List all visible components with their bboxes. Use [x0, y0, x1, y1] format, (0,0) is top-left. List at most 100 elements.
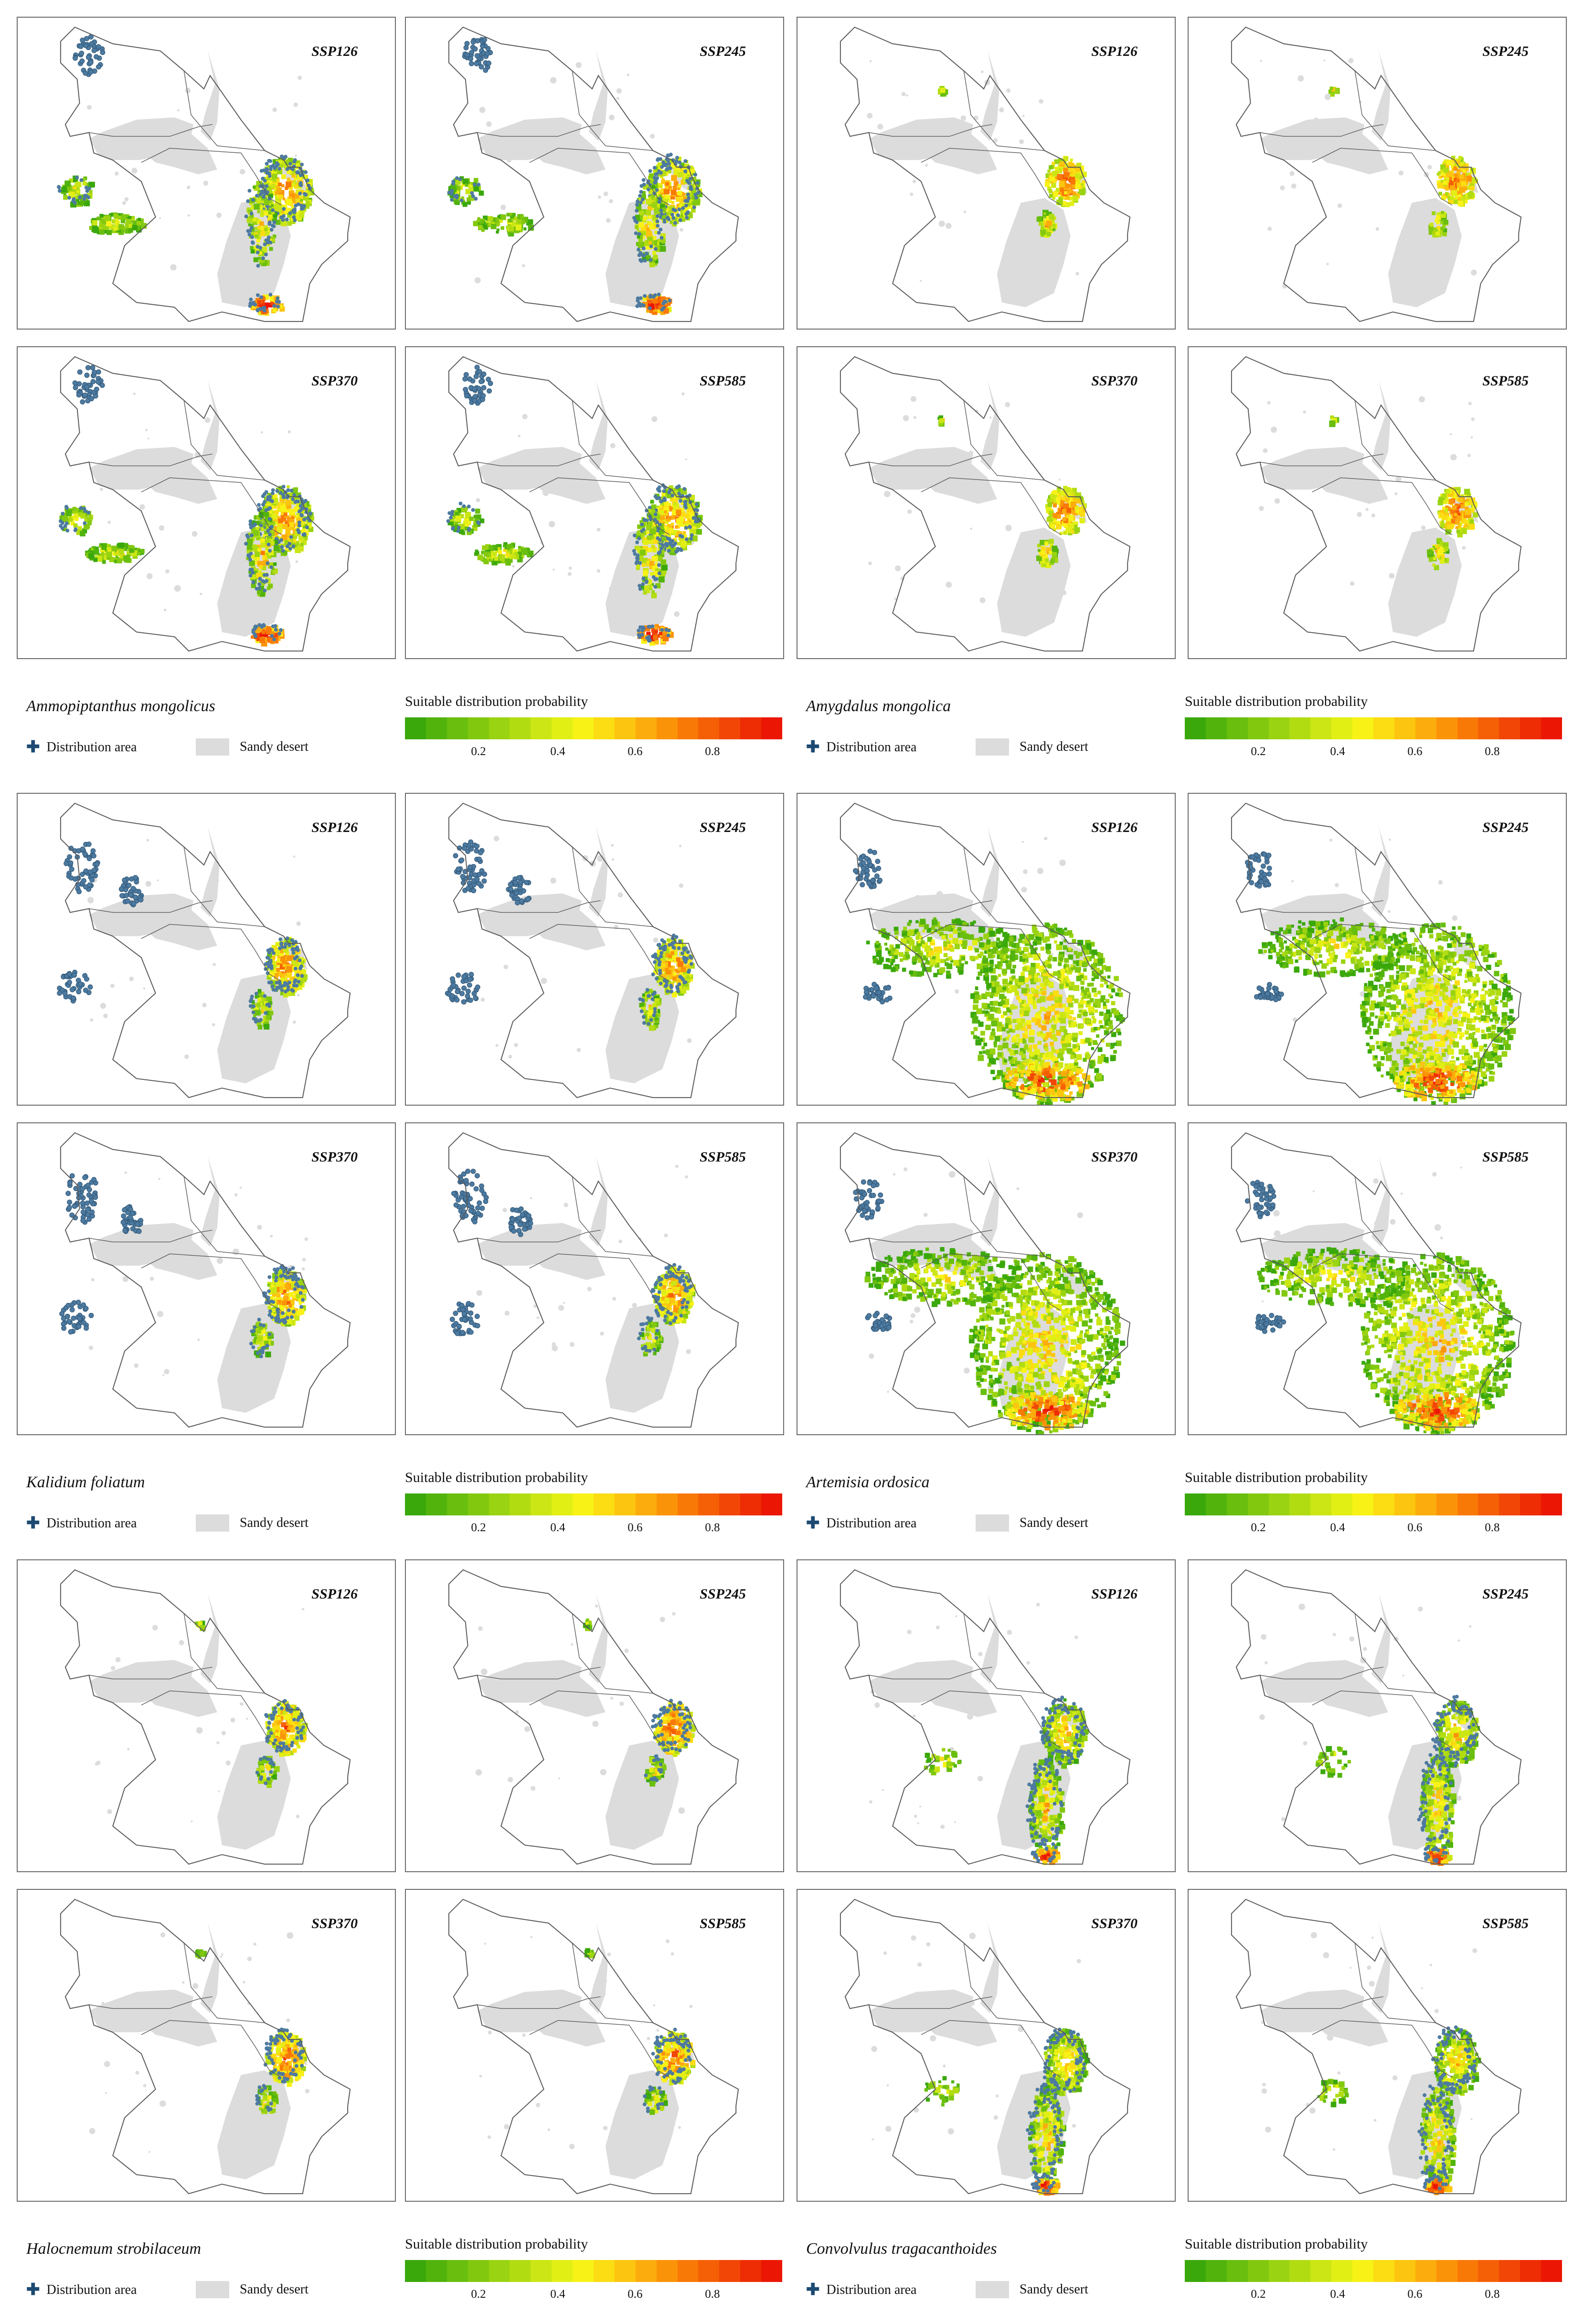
- region-map: [448, 1898, 739, 2195]
- ramp-swatch: [761, 717, 783, 739]
- ramp-tick: 0.8: [1485, 2288, 1500, 2301]
- probability-ramp: [1185, 2260, 1563, 2282]
- ramp-swatch: [698, 717, 720, 739]
- ramp-swatch: [573, 1493, 594, 1515]
- ramp-swatch: [1415, 717, 1436, 739]
- sandy-swatch: [196, 1514, 229, 1532]
- ramp-ticks: 0.2 0.4 0.6 0.8: [405, 1521, 782, 1535]
- map-panel: SSP370: [797, 1889, 1176, 2202]
- ramp-swatch: [405, 2260, 426, 2282]
- ramp-swatch: [1268, 2260, 1290, 2282]
- scenario-label: SSP126: [1091, 820, 1138, 835]
- ramp-swatch: [1457, 717, 1478, 739]
- scenario-label: SSP245: [1482, 43, 1529, 59]
- ramp-swatch: [635, 717, 657, 739]
- cross-icon: ✚: [26, 2281, 40, 2299]
- ramp-swatch: [1415, 1493, 1436, 1515]
- ramp-swatch: [656, 717, 678, 739]
- ramp-swatch: [446, 717, 468, 739]
- map-panel: SSP585: [405, 1889, 784, 2202]
- map-panel: SSP370: [17, 1889, 396, 2202]
- ramp-swatch: [677, 717, 699, 739]
- ramp-tick: 0.8: [1485, 745, 1500, 758]
- ramp-swatch: [468, 717, 489, 739]
- ramp-tick: 0.2: [471, 745, 486, 758]
- ramp-swatch: [677, 1493, 699, 1515]
- ramp-tick: 0.8: [705, 2288, 720, 2301]
- ramp-tick: 0.2: [471, 2288, 486, 2301]
- ramp-swatch: [1310, 1493, 1332, 1515]
- ramp-swatch: [740, 1493, 762, 1515]
- ramp-swatch: [1289, 2260, 1311, 2282]
- probability-title: Suitable distribution probability: [405, 693, 588, 709]
- ramp-swatch: [531, 717, 552, 739]
- legend-sandy: Sandy desert: [196, 1514, 308, 1532]
- ramp-tick: 0.4: [550, 2288, 565, 2301]
- legend-sandy-label: Sandy desert: [1020, 2282, 1088, 2297]
- ramp-swatch: [425, 1493, 447, 1515]
- scenario-label: SSP126: [311, 1586, 358, 1602]
- region-map: [448, 1569, 739, 1865]
- region-map: [840, 26, 1131, 322]
- legend-distribution-label: Distribution area: [46, 1516, 137, 1531]
- scenario-label: SSP370: [1091, 373, 1138, 389]
- ramp-swatch: [510, 2260, 531, 2282]
- ramp-swatch: [1310, 2260, 1332, 2282]
- scenario-label: SSP245: [1482, 820, 1529, 835]
- ramp-swatch: [1541, 717, 1563, 739]
- map-panel: SSP245: [405, 1559, 784, 1872]
- cross-icon: ✚: [26, 1514, 40, 1532]
- ramp-swatch: [1541, 2260, 1563, 2282]
- ramp-tick: 0.2: [1251, 745, 1266, 758]
- ramp-swatch: [656, 2260, 678, 2282]
- legend-sandy-label: Sandy desert: [1020, 739, 1088, 754]
- ramp-swatch: [489, 2260, 510, 2282]
- ramp-swatch: [405, 717, 426, 739]
- ramp-swatch: [1352, 1493, 1374, 1515]
- probability-title: Suitable distribution probability: [405, 1470, 588, 1485]
- sandy-swatch: [976, 2281, 1009, 2298]
- ramp-swatch: [1373, 717, 1394, 739]
- scenario-label: SSP585: [1482, 1149, 1529, 1165]
- region-map: [840, 1132, 1131, 1434]
- ramp-swatch: [1205, 2260, 1227, 2282]
- sandy-swatch: [976, 738, 1009, 756]
- region-map: [1231, 1569, 1522, 1866]
- ramp-swatch: [740, 717, 762, 739]
- ramp-swatch: [1352, 717, 1374, 739]
- ramp-swatch: [425, 2260, 447, 2282]
- ramp-swatch: [1247, 1493, 1269, 1515]
- ramp-swatch: [1520, 717, 1541, 739]
- region-map: [447, 26, 739, 322]
- species-name: Convolvulus tragacanthoides: [806, 2240, 997, 2258]
- legend-sandy-label: Sandy desert: [1020, 1515, 1088, 1530]
- map-panel: SSP245: [405, 17, 784, 330]
- map-panel: SSP585: [1188, 1889, 1567, 2202]
- ramp-swatch: [1331, 2260, 1353, 2282]
- ramp-swatch: [698, 2260, 720, 2282]
- legend-distribution-label: Distribution area: [46, 2282, 137, 2297]
- ramp-swatch: [1499, 2260, 1520, 2282]
- legend-sandy: Sandy desert: [196, 2281, 308, 2298]
- region-map: [1231, 356, 1522, 652]
- map-panel: SSP245: [1188, 793, 1567, 1106]
- ramp-tick: 0.6: [627, 2288, 643, 2301]
- ramp-tick: 0.8: [705, 745, 720, 758]
- ramp-swatch: [1247, 2260, 1269, 2282]
- region-map: [840, 1569, 1131, 1865]
- region-map: [1231, 1132, 1522, 1434]
- ramp-swatch: [594, 1493, 615, 1515]
- ramp-swatch: [1373, 1493, 1394, 1515]
- legend-sandy: Sandy desert: [976, 738, 1088, 756]
- ramp-swatch: [1520, 1493, 1541, 1515]
- map-panel: SSP126: [17, 17, 396, 330]
- legend-distribution-label: Distribution area: [46, 740, 137, 755]
- ramp-swatch: [531, 2260, 552, 2282]
- ramp-swatch: [1289, 717, 1311, 739]
- species-name: Ammopiptanthus mongolicus: [26, 697, 215, 715]
- ramp-tick: 0.2: [471, 1521, 486, 1534]
- map-panel: SSP585: [1188, 346, 1567, 659]
- map-panel: SSP370: [17, 1122, 396, 1435]
- ramp-tick: 0.2: [1251, 2288, 1266, 2301]
- ramp-swatch: [1226, 2260, 1248, 2282]
